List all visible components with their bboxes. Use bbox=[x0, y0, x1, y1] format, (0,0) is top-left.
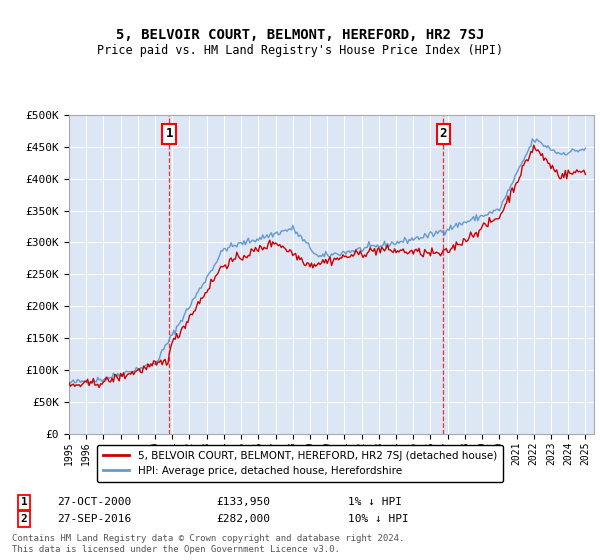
Text: 2: 2 bbox=[440, 128, 447, 141]
Text: 27-OCT-2000: 27-OCT-2000 bbox=[57, 497, 131, 507]
Text: 27-SEP-2016: 27-SEP-2016 bbox=[57, 514, 131, 524]
Text: 1: 1 bbox=[166, 128, 173, 141]
Text: Contains HM Land Registry data © Crown copyright and database right 2024.: Contains HM Land Registry data © Crown c… bbox=[12, 534, 404, 543]
Text: 1: 1 bbox=[20, 497, 28, 507]
Text: This data is licensed under the Open Government Licence v3.0.: This data is licensed under the Open Gov… bbox=[12, 545, 340, 554]
Text: 10% ↓ HPI: 10% ↓ HPI bbox=[348, 514, 409, 524]
Text: £133,950: £133,950 bbox=[216, 497, 270, 507]
Text: 5, BELVOIR COURT, BELMONT, HEREFORD, HR2 7SJ: 5, BELVOIR COURT, BELMONT, HEREFORD, HR2… bbox=[116, 28, 484, 42]
Text: 1% ↓ HPI: 1% ↓ HPI bbox=[348, 497, 402, 507]
Text: £282,000: £282,000 bbox=[216, 514, 270, 524]
Text: 2: 2 bbox=[20, 514, 28, 524]
Legend: 5, BELVOIR COURT, BELMONT, HEREFORD, HR2 7SJ (detached house), HPI: Average pric: 5, BELVOIR COURT, BELMONT, HEREFORD, HR2… bbox=[97, 445, 503, 482]
Text: Price paid vs. HM Land Registry's House Price Index (HPI): Price paid vs. HM Land Registry's House … bbox=[97, 44, 503, 57]
